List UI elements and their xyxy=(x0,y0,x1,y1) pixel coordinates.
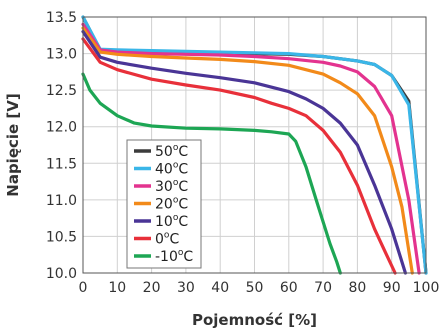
x-tick-label: 40 xyxy=(211,280,229,296)
legend-label-value: 0 xyxy=(155,232,164,248)
legend-label: 20oC xyxy=(155,196,188,213)
legend-label-unit: C xyxy=(183,249,193,265)
y-tick-label: 11.5 xyxy=(46,156,77,172)
x-tick-label: 30 xyxy=(177,280,195,296)
series-lines xyxy=(81,15,428,275)
x-tick-labels: 0 10 20 30 40 50 60 70 80 90 100 xyxy=(79,280,439,296)
legend-label-unit: C xyxy=(178,162,188,178)
legend-label-unit: C xyxy=(178,144,188,160)
y-tick-labels: 10.0 10.5 11.0 11.5 12.0 12.5 13.0 13.5 xyxy=(46,10,77,282)
legend-label-degree: o xyxy=(173,178,179,188)
legend-label: 40oC xyxy=(155,161,188,178)
x-tick-label: 70 xyxy=(314,280,332,296)
legend-label-value: 20 xyxy=(155,197,173,213)
x-tick-label: 60 xyxy=(280,280,298,296)
y-tick-label: 12.0 xyxy=(46,120,77,136)
legend-label: 10oC xyxy=(155,213,188,230)
legend-label-degree: o xyxy=(173,143,179,153)
y-axis-title: Napięcie [V] xyxy=(4,93,22,196)
series-line-10 xyxy=(81,30,407,275)
series-line-minus10 xyxy=(81,72,342,275)
x-tick-label: 90 xyxy=(383,280,401,296)
y-tick-label: 13.0 xyxy=(46,47,77,63)
series-line-20 xyxy=(81,26,414,275)
legend-label-value: 10 xyxy=(155,214,173,230)
x-tick-label: 100 xyxy=(413,280,439,296)
y-tick-label: 13.5 xyxy=(46,10,77,26)
y-tick-label: 10.0 xyxy=(46,266,77,282)
plot-area-frame xyxy=(82,16,427,274)
legend-label-value: -10 xyxy=(155,249,178,265)
legend-label-unit: C xyxy=(178,197,188,213)
legend-label-degree: o xyxy=(164,231,170,241)
legend-label-unit: C xyxy=(178,179,188,195)
legend-label-unit: C xyxy=(169,232,179,248)
legend-label: 0oC xyxy=(155,231,179,248)
series-line-0 xyxy=(81,37,397,275)
legend-label: -10oC xyxy=(155,248,193,265)
y-tick-label: 11.0 xyxy=(46,193,77,209)
x-tick-label: 20 xyxy=(143,280,161,296)
legend-label-degree: o xyxy=(173,196,179,206)
legend-label: 50oC xyxy=(155,143,188,160)
x-tick-label: 0 xyxy=(79,280,88,296)
x-axis-title: Pojemność [%] xyxy=(192,311,317,329)
legend-label-degree: o xyxy=(178,248,184,258)
x-tick-label: 10 xyxy=(108,280,126,296)
legend-box xyxy=(126,139,202,269)
legend-label-value: 30 xyxy=(155,179,173,195)
series-line-40 xyxy=(81,15,428,275)
legend-label-degree: o xyxy=(173,213,179,223)
legend-label-value: 50 xyxy=(155,144,173,160)
legend-label-degree: o xyxy=(173,161,179,171)
series-line-30 xyxy=(81,22,421,275)
y-tick-label: 10.5 xyxy=(46,229,77,245)
legend-label-value: 40 xyxy=(155,162,173,178)
legend-label-unit: C xyxy=(178,214,188,230)
x-tick-label: 50 xyxy=(246,280,264,296)
y-tick-label: 12.5 xyxy=(46,83,77,99)
legend-label: 30oC xyxy=(155,178,188,195)
x-tick-label: 80 xyxy=(348,280,366,296)
